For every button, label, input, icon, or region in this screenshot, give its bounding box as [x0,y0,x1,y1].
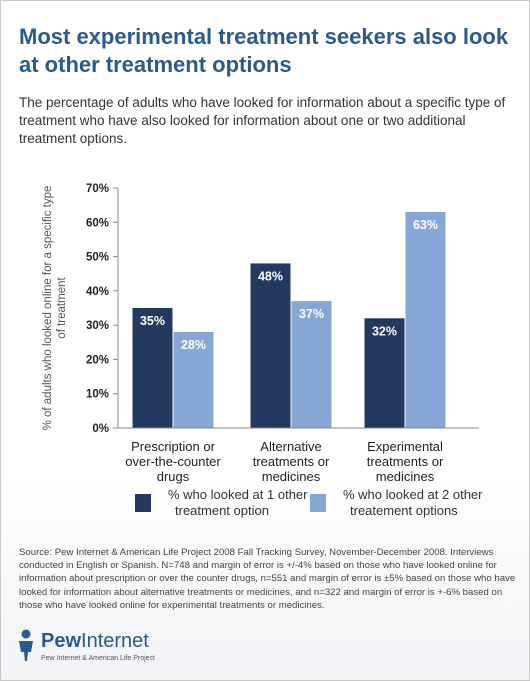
y-axis-title-line: % of adults who looked online for a spec… [42,186,54,431]
bar [173,332,214,428]
chart-subtitle: The percentage of adults who have looked… [19,95,506,146]
legend-swatch [310,494,326,512]
bar-value-label: 48% [258,269,283,283]
logo-word-pew: Pew [41,630,82,652]
chart-title: Most experimental treatment seekers also… [19,24,509,77]
y-tick-label: 10% [86,389,109,401]
category-label-line: Prescription or [131,439,215,454]
bar-value-label: 35% [140,314,165,328]
bar [405,212,446,428]
y-axis-ticks: 0% 10% 20% 30% 40% 50% 60% 70% [86,183,118,435]
bar [291,301,332,428]
category-label-line: treatments or [253,454,330,469]
bars: 35% 48% 32% 28% 37% 63% [132,212,446,428]
bar-value-label: 32% [372,324,397,338]
category-label-line: treatments or [367,454,444,469]
y-axis-title-line: of treatment [56,277,68,339]
legend-label-line: % who looked at 1 other [168,487,308,502]
bar-value-label: 37% [299,307,324,321]
category-label: Prescription or over-the-counter drugs [125,439,221,484]
y-tick-label: 40% [86,286,109,298]
bar-value-label: 28% [181,338,206,352]
legend-label-line: % who looked at 2 other [343,487,483,502]
category-label: Alternative treatments or medicines [253,439,330,484]
bar [250,263,291,428]
category-label-line: over-the-counter [125,454,221,469]
y-tick-label: 30% [86,320,109,332]
legend-swatch [135,494,151,512]
legend-label-line: treatment option [175,503,269,518]
bar-value-label: 63% [413,218,438,232]
y-tick-label: 60% [86,217,109,229]
logo-tagline: Pew Internet & American Life Project [41,655,155,662]
bar-chart: % of adults who looked online for a spec… [42,183,483,518]
bar [132,308,173,428]
category-label-line: Experimental [367,439,443,454]
logo-wordmark: PewInternet [41,630,149,653]
y-tick-label: 20% [86,354,109,366]
bar [364,318,405,428]
category-label-line: medicines [376,469,435,484]
pew-person-icon [19,629,33,661]
legend: % who looked at 1 other treatment option%… [135,487,483,518]
pew-internet-logo: PewInternet Pew Internet & American Life… [15,628,215,668]
legend-label: % who looked at 1 other treatment option [168,487,308,518]
source-note: Source: Pew Internet & American Life Pro… [19,547,516,611]
legend-label: % who looked at 2 other treatement option… [343,487,483,518]
category-label-line: drugs [157,469,190,484]
y-tick-label: 0% [92,423,109,435]
category-label-line: Alternative [260,439,321,454]
category-label: Experimental treatments or medicines [367,439,444,484]
category-label-line: medicines [262,469,321,484]
y-axis-title: % of adults who looked online for a spec… [42,186,68,431]
y-axis-label: % of adults who looked online for a spec… [42,186,68,431]
y-tick-label: 50% [86,252,109,264]
legend-label-line: treatement options [350,503,458,518]
logo-word-internet: Internet [81,630,149,652]
y-tick-label: 70% [86,183,109,195]
category-labels: Prescription or over-the-counter drugs Alte… [125,439,444,484]
